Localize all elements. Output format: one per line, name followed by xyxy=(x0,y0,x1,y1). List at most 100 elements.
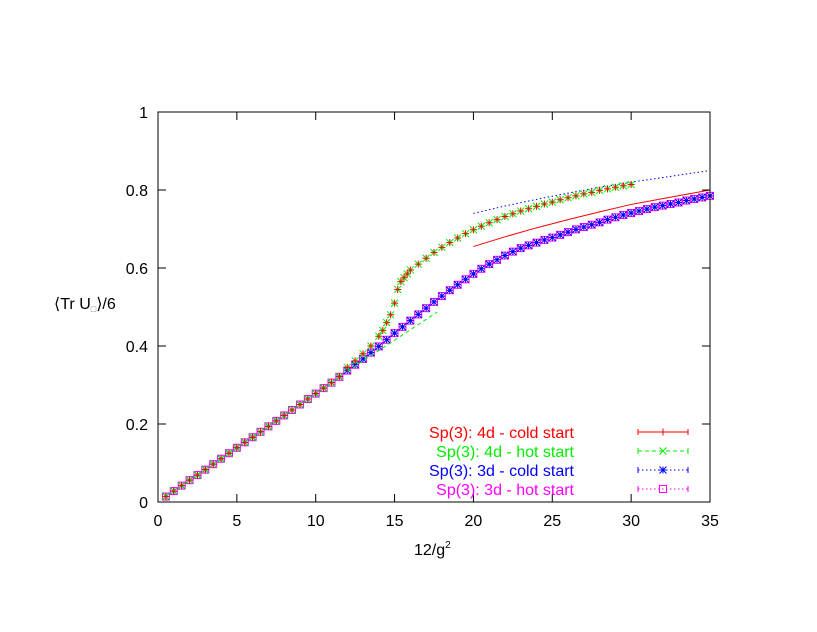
data-point xyxy=(383,319,391,327)
data-point xyxy=(414,260,422,268)
data-point xyxy=(422,304,430,313)
x-tick-label: 25 xyxy=(543,513,561,530)
legend-label: Sp(3): 3d - cold start xyxy=(429,463,575,480)
data-point xyxy=(414,310,423,319)
data-point xyxy=(186,476,194,484)
legend-marker xyxy=(659,466,667,474)
data-point xyxy=(580,190,588,198)
data-point xyxy=(397,278,405,286)
x-tick-label: 35 xyxy=(701,513,719,530)
series-line xyxy=(473,189,711,248)
data-point xyxy=(533,202,541,210)
y-tick-label: 0.2 xyxy=(126,417,148,434)
data-point xyxy=(485,260,494,268)
data-point xyxy=(572,192,580,200)
legend-errorbar-cap xyxy=(637,467,689,473)
data-point xyxy=(422,254,430,262)
legend-marker xyxy=(659,428,667,436)
data-point xyxy=(453,280,462,289)
data-point xyxy=(587,220,596,229)
data-point xyxy=(579,223,588,231)
data-point xyxy=(387,311,395,319)
data-point xyxy=(367,348,375,357)
data-point xyxy=(233,444,241,452)
data-point xyxy=(603,185,611,193)
data-point xyxy=(201,466,209,474)
y-axis-label: ⟨Tr U□⟩/6 xyxy=(54,294,116,314)
data-point xyxy=(469,269,478,278)
x-axis-label: 12/g2 xyxy=(414,540,451,560)
data-point xyxy=(391,299,399,307)
y-label-main: ⟨Tr U xyxy=(54,296,91,313)
data-point xyxy=(517,207,525,215)
data-point xyxy=(280,411,288,419)
y-label-plaquette: □ xyxy=(90,304,97,314)
legend-label: Sp(3): 3d - hot start xyxy=(436,482,574,499)
data-point xyxy=(540,200,548,208)
data-point xyxy=(304,395,312,403)
data-point xyxy=(430,248,438,256)
data-point xyxy=(658,201,667,210)
data-point xyxy=(509,247,517,256)
data-point xyxy=(379,326,387,334)
data-point xyxy=(394,285,402,293)
data-point xyxy=(556,196,564,204)
data-point xyxy=(619,182,627,190)
data-point xyxy=(343,363,351,371)
data-point xyxy=(430,298,438,306)
data-point xyxy=(635,207,643,215)
data-point xyxy=(400,274,408,282)
data-point xyxy=(540,236,549,244)
data-point xyxy=(390,329,399,337)
x-tick-label: 15 xyxy=(386,513,404,530)
data-point xyxy=(548,198,556,206)
data-point xyxy=(477,264,486,273)
data-point xyxy=(603,215,612,224)
x-label-exponent: 2 xyxy=(445,540,451,551)
y-tick-label: 0.4 xyxy=(126,339,148,356)
data-point xyxy=(564,194,572,202)
data-point xyxy=(320,384,328,392)
data-point xyxy=(596,186,604,194)
axis-ticks: 0 5 10 15 20 25 30 35 0 0.2 0.4 0.6 0.8 1 xyxy=(126,105,719,530)
data-point xyxy=(406,316,415,325)
x-tick-label: 0 xyxy=(154,513,163,530)
data-point xyxy=(438,292,446,300)
data-point xyxy=(249,433,257,441)
legend-label: Sp(3): 4d - cold start xyxy=(429,425,575,442)
data-point xyxy=(477,222,485,230)
x-tick-label: 10 xyxy=(307,513,325,530)
data-point xyxy=(627,181,635,189)
data-point xyxy=(209,460,217,468)
series-line xyxy=(473,170,711,214)
data-point xyxy=(335,372,343,380)
data-point xyxy=(548,233,557,242)
series-line xyxy=(346,311,438,372)
data-point xyxy=(359,350,367,358)
data-marks xyxy=(161,170,714,501)
data-point xyxy=(403,270,411,278)
data-point xyxy=(619,211,628,219)
data-point xyxy=(446,239,454,247)
data-point xyxy=(445,286,454,295)
data-point xyxy=(469,226,477,234)
x-tick-label: 30 xyxy=(622,513,640,530)
plot-frame xyxy=(157,111,711,503)
legend-errorbar-cap xyxy=(637,448,689,454)
data-point xyxy=(398,323,407,331)
data-point xyxy=(272,417,280,425)
data-point xyxy=(572,225,580,234)
data-point xyxy=(556,230,565,239)
data-point xyxy=(241,438,249,446)
data-point xyxy=(595,218,604,227)
data-point xyxy=(351,357,359,365)
data-point xyxy=(485,219,493,227)
y-tick-label: 1 xyxy=(139,105,148,122)
data-point xyxy=(288,406,296,414)
data-point xyxy=(509,210,517,218)
x-label-main: 12/g xyxy=(414,542,446,559)
data-point xyxy=(257,428,265,436)
data-point xyxy=(374,342,383,351)
data-point xyxy=(193,471,201,479)
